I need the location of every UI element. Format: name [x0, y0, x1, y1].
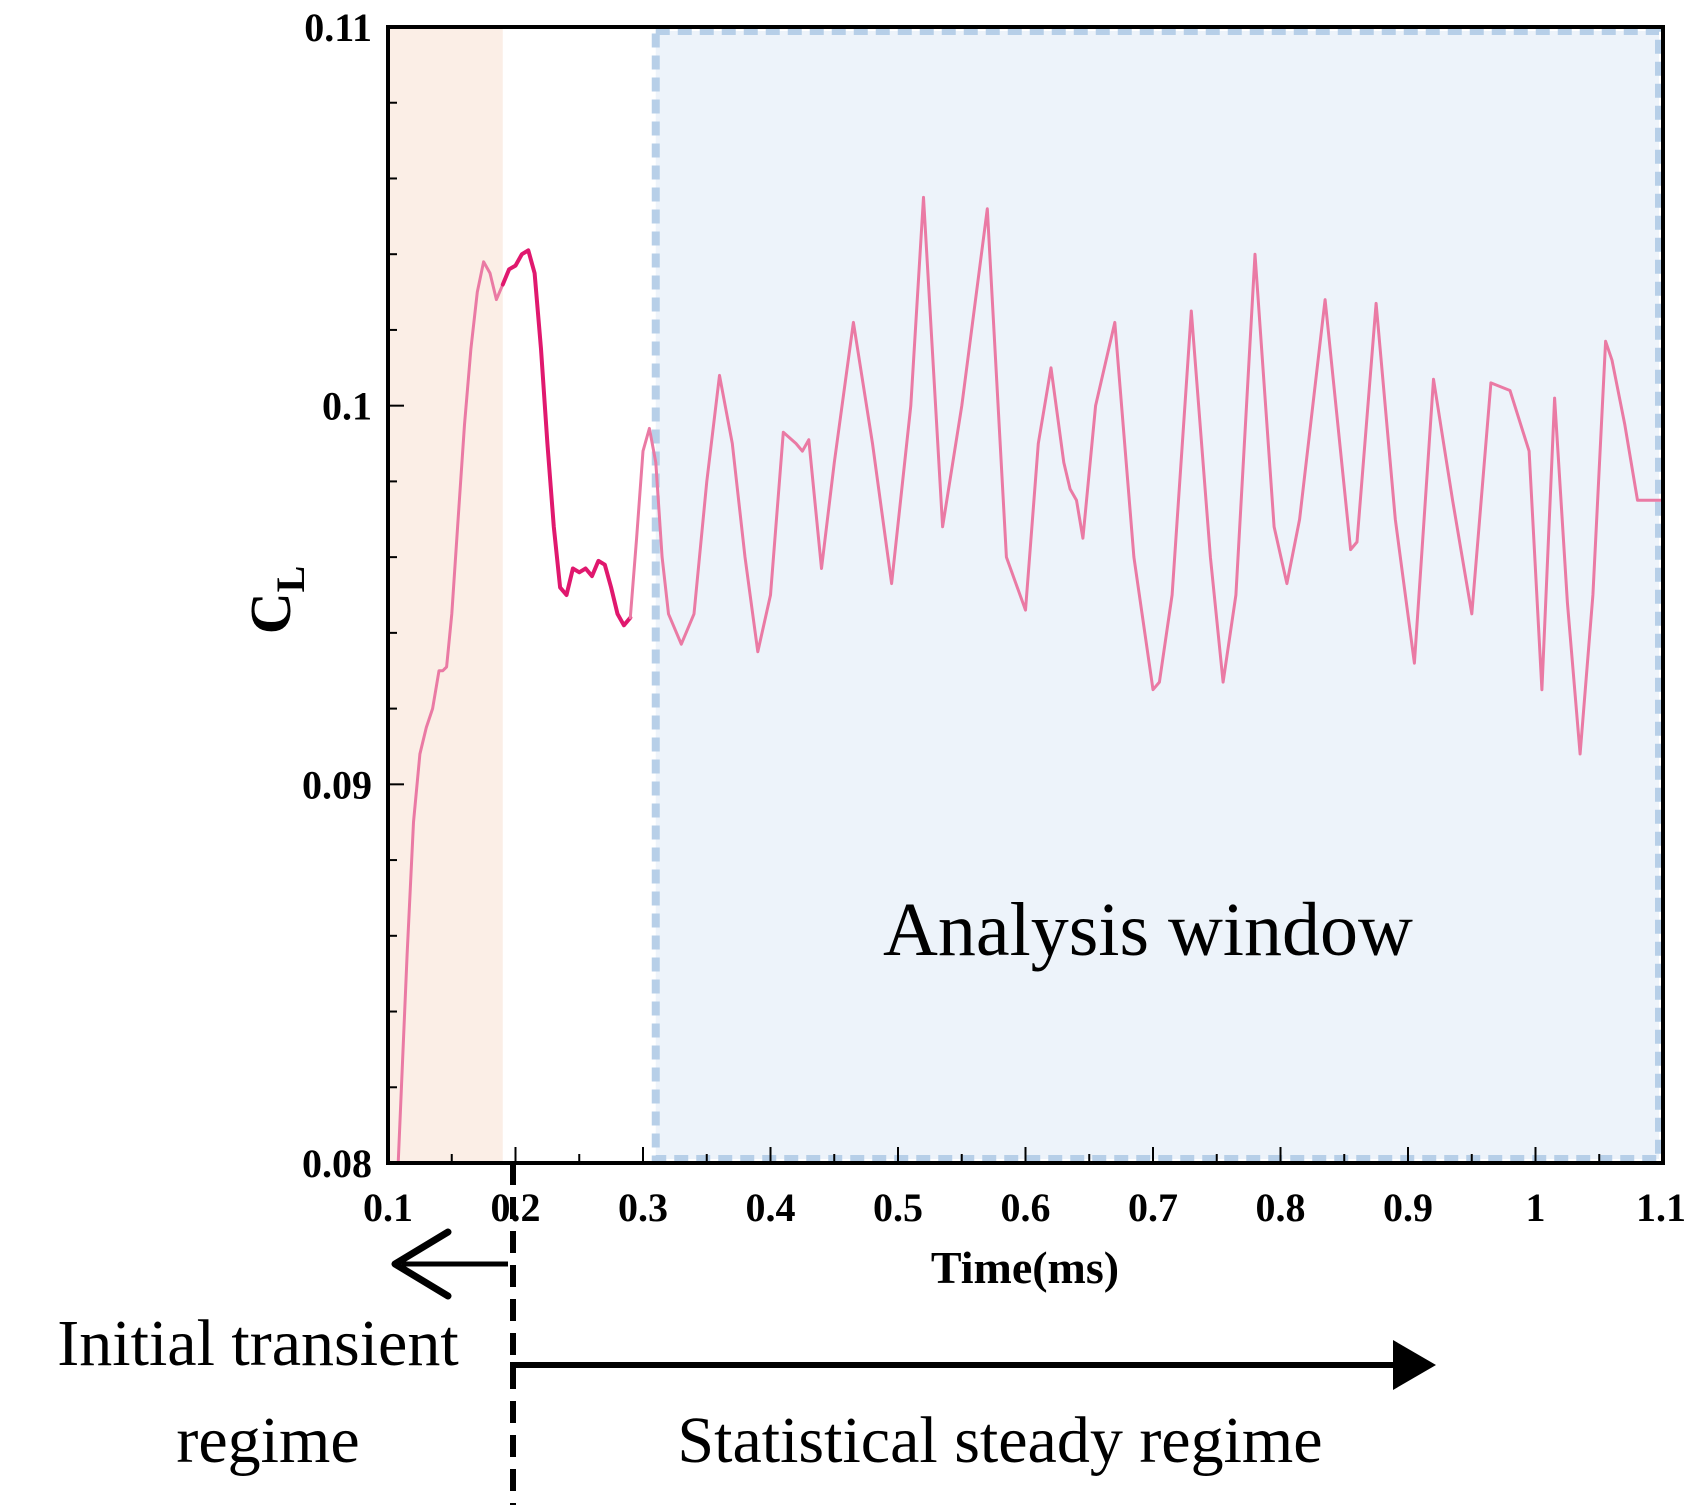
- x-tick-label: 0.5: [873, 1185, 923, 1230]
- x-tick-label: 0.3: [618, 1185, 668, 1230]
- x-tick-label: 0.8: [1256, 1185, 1306, 1230]
- y-tick-label: 0.09: [302, 762, 372, 807]
- x-tick-label: 0.1: [363, 1185, 413, 1230]
- cl-series-line-3: [628, 195, 1665, 756]
- y-tick-label: 0.11: [304, 5, 372, 50]
- cl-series-line-1: [396, 260, 505, 1165]
- right-arrowhead: [1393, 1340, 1436, 1390]
- y-axis-subscript: L: [268, 566, 313, 593]
- y-tick-label: 0.08: [302, 1141, 372, 1186]
- x-tick-label: 0.9: [1383, 1185, 1433, 1230]
- x-tick-label: 0.7: [1128, 1185, 1178, 1230]
- analysis-window-region: [651, 27, 1663, 1163]
- x-tick-label: 1.1: [1636, 1185, 1686, 1230]
- statistical-steady-label: Statistical steady regime: [677, 1404, 1322, 1477]
- x-axis-title: Time(ms): [931, 1242, 1119, 1293]
- y-tick-label: 0.1: [322, 384, 372, 429]
- y-axis-title: CL: [238, 566, 313, 635]
- analysis-window-label: Analysis window: [883, 888, 1413, 972]
- left-arrowhead: [391, 1228, 452, 1300]
- initial-transient-label-line2-visible: regime: [176, 1404, 359, 1477]
- x-tick-label: 1: [1526, 1185, 1546, 1230]
- x-tick-label: 0.4: [746, 1185, 796, 1230]
- cl-series-line-2: [500, 248, 633, 628]
- x-tick-label: 0.6: [1001, 1185, 1051, 1230]
- initial-transient-label-line1: Initial transient: [57, 1307, 458, 1380]
